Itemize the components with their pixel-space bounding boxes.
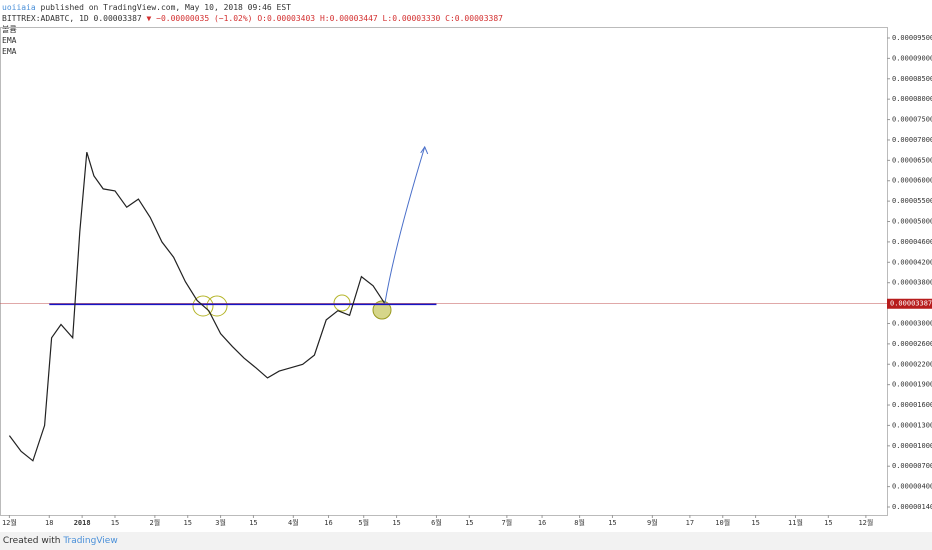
- last-price: 0.00003387: [93, 14, 142, 23]
- x-tick-label: 11월: [788, 518, 803, 527]
- arrow-head: [420, 145, 429, 155]
- published: published on TradingView.com, May 10, 20…: [40, 3, 291, 12]
- x-tick-label: 8월: [574, 518, 585, 527]
- author[interactable]: uoiiaia: [2, 3, 36, 12]
- series-line: [8, 152, 386, 462]
- x-tick-label: 15: [751, 519, 759, 527]
- price-tag-label: 0.00003387: [890, 300, 932, 308]
- x-tick-label: 15: [249, 519, 257, 527]
- x-tick-label: 9월: [647, 518, 658, 527]
- x-tick-label: 4월: [288, 518, 299, 527]
- x-tick-label: 15: [111, 519, 119, 527]
- x-tick-label: 12월: [2, 518, 17, 527]
- x-tick-label: 2018: [74, 519, 91, 527]
- x-tick-label: 18: [45, 519, 53, 527]
- highlight-circle: [333, 294, 351, 312]
- y-tick-label: 0.00007000: [892, 136, 932, 144]
- y-tick-label: 0.00001300: [892, 421, 932, 429]
- indicator: EMA: [2, 47, 17, 56]
- highlight-circle: [206, 295, 228, 317]
- y-tick-label: 0.00000700: [892, 462, 932, 470]
- header: uoiiaia published on TradingView.com, Ma…: [2, 2, 503, 57]
- y-tick-label: 0.00009500: [892, 34, 932, 42]
- x-tick-label: 15: [824, 519, 832, 527]
- y-tick-label: 0.00003000: [892, 319, 932, 327]
- y-tick-label: 0.00005500: [892, 197, 932, 205]
- x-tick-label: 17: [686, 519, 694, 527]
- indicator: EMA: [2, 36, 17, 45]
- x-tick-label: 10월: [715, 518, 730, 527]
- chart: 0.00009500 0.00009000 0.00008500 0.00008000…: [0, 27, 932, 527]
- y-tick-label: 0.00001600: [892, 401, 932, 409]
- x-tick-label: 6월: [431, 518, 442, 527]
- indicator: 볼륨: [2, 25, 17, 34]
- y-tick-label: 0.00009000: [892, 54, 932, 62]
- x-tick-label: 2월: [150, 518, 161, 527]
- y-tick-label: 0.00003800: [892, 279, 932, 287]
- y-tick-label: 0.00004200: [892, 258, 932, 266]
- x-tick-label: 15: [608, 519, 616, 527]
- x-tick-label: 15: [392, 519, 400, 527]
- x-tick-label: 15: [184, 519, 192, 527]
- y-tick-label: 0.00005000: [892, 218, 932, 226]
- y-tick-label: 0.00008500: [892, 75, 932, 83]
- y-tick-label: 0.00006000: [892, 177, 932, 185]
- footer-text: Created with: [2, 536, 61, 546]
- x-tick-label: 7월: [502, 518, 513, 527]
- y-tick-label: 0.00006500: [892, 156, 932, 164]
- publish-line: uoiiaia published on TradingView.com, Ma…: [2, 2, 503, 13]
- x-tick-label: 16: [538, 519, 546, 527]
- highlight-circle: [192, 295, 214, 317]
- y-tick-label: 0.00002600: [892, 340, 932, 348]
- change: ▼ −0.00000035 (−1.02%): [146, 14, 253, 23]
- y-tick-label: 0.00001000: [892, 442, 932, 450]
- symbol: BITTREX:ADABTC, 1D: [2, 14, 89, 23]
- y-tick-label: 0.00002200: [892, 360, 932, 368]
- y-tick-label: 0.00007500: [892, 116, 932, 124]
- plot-frame: [0, 27, 888, 516]
- y-tick-label: 0.00008000: [892, 95, 932, 103]
- x-tick-label: 5월: [358, 518, 369, 527]
- symbol-line: BITTREX:ADABTC, 1D 0.00003387 ▼ −0.00000…: [2, 13, 503, 24]
- x-tick-label: 3월: [215, 518, 226, 527]
- x-tick-label: 15: [465, 519, 473, 527]
- y-tick-label: 0.00000140: [892, 503, 932, 511]
- y-tick-label: 0.00004600: [892, 238, 932, 246]
- footer-brand[interactable]: TradingView: [63, 536, 118, 546]
- footer: Created with TradingView: [0, 532, 932, 550]
- highlight-circle: [372, 300, 392, 320]
- y-tick-label: 0.00001900: [892, 381, 932, 389]
- y-tick-label: 0.00000400: [892, 483, 932, 491]
- forecast-arrow: [384, 146, 426, 304]
- x-tick-label: 12월: [858, 518, 873, 527]
- ohlc: O:0.00003403 H:0.00003447 L:0.00003330 C…: [257, 14, 503, 23]
- price-tag: [887, 298, 932, 309]
- x-tick-label: 16: [324, 519, 332, 527]
